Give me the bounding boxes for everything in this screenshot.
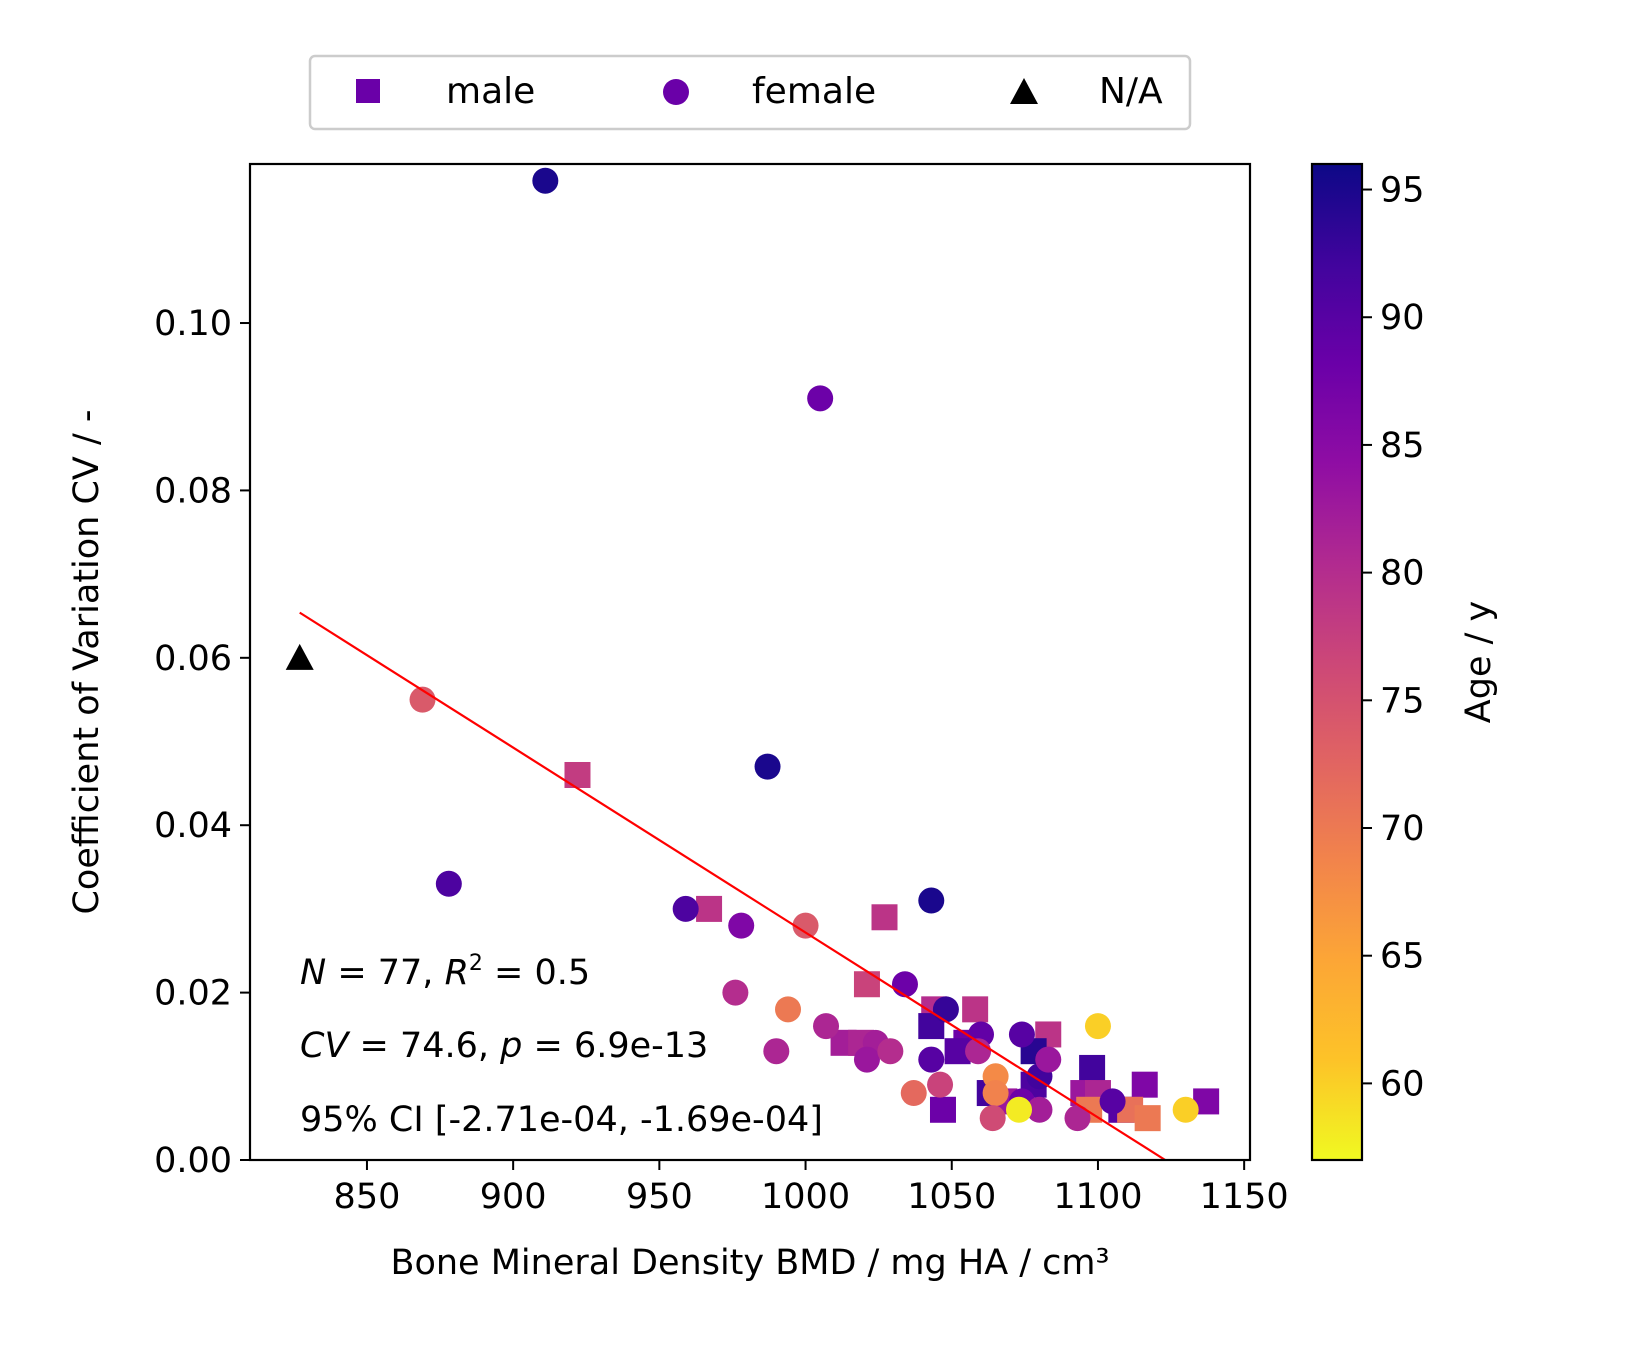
point-male-2 <box>871 904 898 931</box>
stat-p-value: = 6.9e-13 <box>522 1026 708 1066</box>
point-male-14 <box>1131 1071 1158 1098</box>
point-female-18 <box>918 1046 945 1073</box>
point-female-24 <box>1084 1013 1111 1040</box>
stat-r-value: = 0.5 <box>483 953 590 993</box>
x-tick-label-1150: 1150 <box>1200 1177 1289 1217</box>
stat-p-symbol: p <box>499 1026 522 1066</box>
point-female-35 <box>1172 1096 1199 1123</box>
point-female-12 <box>932 996 959 1023</box>
colorbar-tick-label-90: 90 <box>1380 298 1425 338</box>
colorbar-tick-label-75: 75 <box>1380 681 1425 721</box>
y-tick-label-2: 0.04 <box>154 806 232 846</box>
point-female-13 <box>813 1013 840 1040</box>
point-male-5 <box>962 996 989 1023</box>
point-female-10 <box>775 996 802 1023</box>
stat-r-symbol: R <box>445 953 469 993</box>
stat-cv-value: = 74.6, <box>348 1026 500 1066</box>
regression-line <box>299 611 1166 1160</box>
legend-marker-male <box>356 79 380 103</box>
x-tick-label-950: 950 <box>626 1177 693 1217</box>
colorbar-tick-label-70: 70 <box>1380 809 1425 849</box>
point-female-9 <box>722 979 749 1006</box>
colorbar-tick-label-80: 80 <box>1380 554 1425 594</box>
y-tick-label-1: 0.02 <box>154 974 232 1014</box>
y-tick-label-5: 0.10 <box>154 304 232 344</box>
point-female-17 <box>763 1038 790 1065</box>
point-female-26 <box>982 1080 1009 1107</box>
y-tick-label-4: 0.08 <box>154 471 232 511</box>
stats-line-2: CV = 74.6, p = 6.9e-13 <box>300 1026 708 1066</box>
colorbar: 60 65 70 75 80 85 90 95 Age / y <box>1310 162 1499 1162</box>
colorbar-tick-label-65: 65 <box>1380 937 1425 977</box>
point-female-27 <box>927 1071 954 1098</box>
point-female-28 <box>900 1080 927 1107</box>
point-female-5 <box>672 895 699 922</box>
colorbar-gradient <box>1310 162 1364 1162</box>
stat-cv-symbol: CV <box>300 1026 350 1066</box>
data-layer <box>285 167 1220 1160</box>
point-female-16 <box>877 1038 904 1065</box>
stat-n-symbol: N <box>300 953 326 993</box>
stats-line-1: N = 77, R2 = 0.5 <box>300 951 590 993</box>
point-female-6 <box>728 912 755 939</box>
point-female-22 <box>1035 1046 1062 1073</box>
point-female-4 <box>435 870 462 897</box>
colorbar-ticks: 60 65 70 75 80 85 90 95 <box>1362 171 1425 1104</box>
x-tick-label-850: 850 <box>334 1177 401 1217</box>
point-female-11 <box>891 971 918 998</box>
x-axis-label: Bone Mineral Density BMD / mg HA / cm³ <box>390 1243 1109 1283</box>
point-female-2 <box>754 753 781 780</box>
point-male-13 <box>1079 1054 1106 1081</box>
legend-label-na: N/A <box>1099 71 1163 112</box>
legend-label-male: male <box>446 71 535 112</box>
point-female-0 <box>532 167 559 194</box>
point-female-31 <box>1064 1105 1091 1132</box>
legend-marker-female <box>663 79 689 105</box>
legend-marker-na <box>1010 78 1038 104</box>
legend-frame <box>308 54 1192 131</box>
colorbar-tick-label-85: 85 <box>1380 426 1425 466</box>
y-tick-label-0: 0.00 <box>154 1141 232 1181</box>
x-tick-label-1000: 1000 <box>761 1177 850 1217</box>
point-na-0 <box>285 643 314 670</box>
stat-n-value: = 77, <box>326 953 444 993</box>
point-male-3 <box>853 971 880 998</box>
point-female-1 <box>807 385 834 412</box>
x-tick-label-1050: 1050 <box>907 1177 996 1217</box>
x-axis: 850 900 950 1000 1050 1100 1150 <box>334 1160 1289 1217</box>
point-female-32 <box>1099 1088 1126 1115</box>
point-male-25 <box>1134 1105 1161 1132</box>
y-axis-label: Coefficient of Variation CV / - <box>67 409 107 914</box>
plot-frame <box>248 162 1252 1162</box>
point-female-15 <box>853 1046 880 1073</box>
y-axis: 0.00 0.02 0.04 0.06 0.08 0.10 <box>154 304 250 1181</box>
point-female-7 <box>792 912 819 939</box>
point-female-8 <box>918 887 945 914</box>
x-tick-label-1100: 1100 <box>1053 1177 1142 1217</box>
stats-annotation: N = 77, R2 = 0.5 CV = 74.6, p = 6.9e-13 … <box>300 951 823 1140</box>
stats-line-3: 95% CI [-2.71e-04, -1.69e-04] <box>300 1100 823 1140</box>
colorbar-label: Age / y <box>1459 601 1499 723</box>
legend: male female N/A <box>308 54 1192 131</box>
point-female-30 <box>1026 1096 1053 1123</box>
point-male-0 <box>564 761 591 788</box>
point-male-21 <box>929 1096 956 1123</box>
colorbar-tick-label-60: 60 <box>1380 1064 1425 1104</box>
x-tick-label-900: 900 <box>480 1177 547 1217</box>
point-female-20 <box>1008 1021 1035 1048</box>
point-female-33 <box>979 1105 1006 1132</box>
point-female-34 <box>1006 1096 1033 1123</box>
colorbar-tick-label-95: 95 <box>1380 171 1425 211</box>
legend-label-female: female <box>752 71 876 112</box>
stat-r-superscript: 2 <box>469 951 483 976</box>
y-tick-label-3: 0.06 <box>154 639 232 679</box>
point-male-1 <box>696 895 723 922</box>
